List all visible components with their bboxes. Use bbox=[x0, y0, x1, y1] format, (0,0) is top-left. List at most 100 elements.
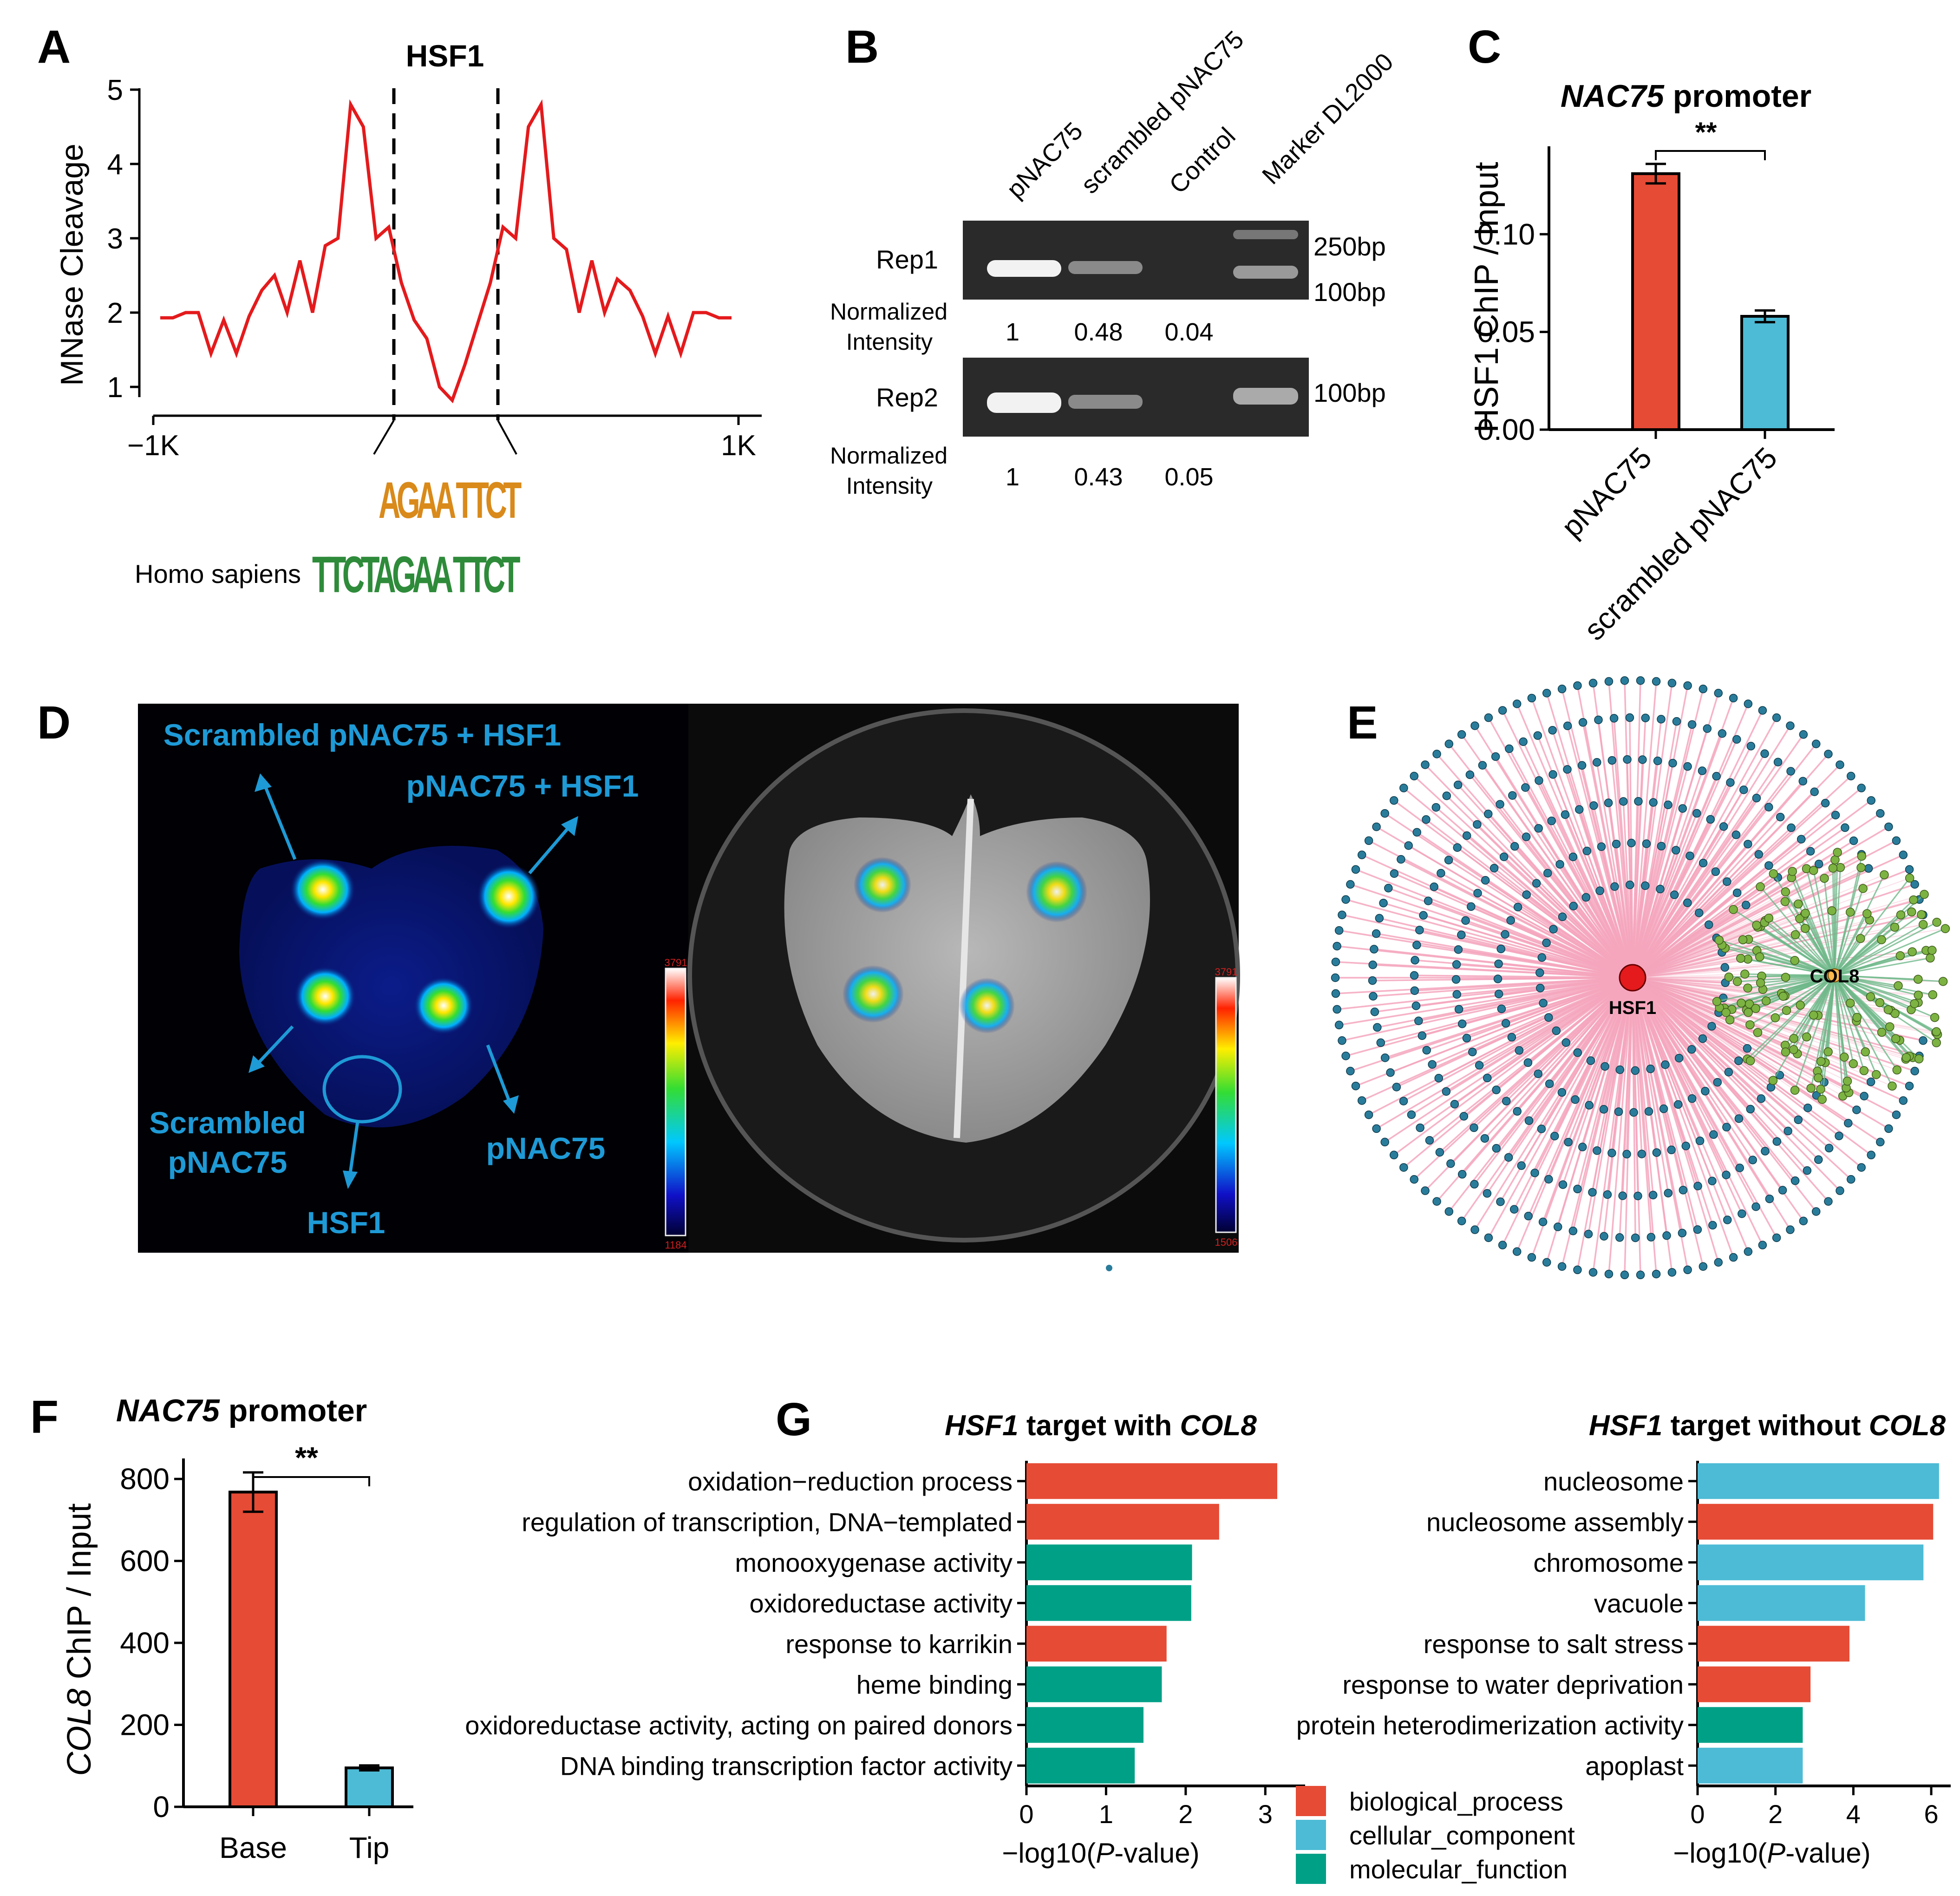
network-edge bbox=[1791, 871, 1836, 976]
network-edge bbox=[1632, 926, 1761, 978]
network-node bbox=[1905, 873, 1914, 883]
network-node bbox=[1555, 860, 1564, 869]
network-node bbox=[1920, 889, 1929, 899]
network-node bbox=[1751, 1004, 1760, 1013]
network-edge bbox=[1632, 977, 1654, 1196]
network-node bbox=[1431, 803, 1441, 812]
legend-label-mf: molecular_function bbox=[1349, 1855, 1568, 1884]
network-node bbox=[1631, 1233, 1640, 1242]
panel-a-ytick-label: 1 bbox=[107, 372, 123, 404]
network-node bbox=[1653, 756, 1662, 765]
network-node bbox=[1465, 770, 1475, 779]
panel-a-y-axis: 5 4 3 2 1 bbox=[107, 74, 141, 404]
network-node bbox=[1484, 713, 1493, 722]
network-node bbox=[1370, 945, 1379, 954]
right-title-mid: target without bbox=[1662, 1410, 1869, 1442]
network-node bbox=[1914, 974, 1923, 984]
panel-a-ytick-label: 2 bbox=[107, 297, 123, 329]
label-scrambled-line1: Scrambled bbox=[149, 1105, 306, 1140]
network-node bbox=[1422, 1046, 1431, 1055]
network-edge bbox=[1632, 977, 1849, 1093]
network-node bbox=[1558, 912, 1567, 922]
network-node bbox=[1686, 851, 1694, 860]
panel-f-ytick-label: 400 bbox=[120, 1626, 170, 1660]
panel-c-title: NAC75 promoter bbox=[1561, 78, 1811, 114]
network-edge bbox=[1834, 975, 1907, 1058]
network-edge bbox=[1526, 894, 1633, 979]
network-edge bbox=[1632, 894, 1925, 978]
network-edge bbox=[1632, 977, 1784, 997]
colorbar-right bbox=[1215, 977, 1237, 1233]
network-node bbox=[1492, 1144, 1501, 1153]
network-node bbox=[1754, 850, 1764, 859]
network-node bbox=[1331, 973, 1340, 982]
network-node bbox=[1741, 901, 1751, 909]
network-node bbox=[1372, 929, 1381, 938]
network-node bbox=[1833, 848, 1842, 857]
network-node bbox=[1928, 990, 1938, 1000]
network-node bbox=[1745, 1056, 1755, 1066]
label-hsf1: HSF1 bbox=[307, 1205, 385, 1240]
network-node bbox=[1522, 832, 1531, 841]
panel-d: D Scrambled pNAC75 + HSF1 pNAC75 + HSF1 … bbox=[37, 697, 1240, 1253]
network-node bbox=[1509, 1205, 1519, 1214]
network-node bbox=[1618, 1191, 1627, 1200]
network-node bbox=[1836, 863, 1845, 872]
network-node bbox=[1877, 935, 1886, 944]
network-edge bbox=[1632, 924, 1710, 979]
network-node bbox=[1814, 859, 1823, 869]
network-node bbox=[1553, 1223, 1562, 1231]
network-node bbox=[1484, 1233, 1493, 1242]
panel-a-xtick-label-right: 1K bbox=[721, 430, 756, 462]
network-node bbox=[1806, 1084, 1816, 1093]
network-node bbox=[1734, 1056, 1743, 1066]
network-node bbox=[1768, 1076, 1778, 1085]
network-node bbox=[1858, 884, 1868, 893]
network-node bbox=[1341, 895, 1350, 904]
network-edge bbox=[1632, 799, 1872, 979]
network-edge bbox=[1439, 977, 1633, 1153]
network-edge bbox=[1613, 718, 1633, 978]
network-node bbox=[1744, 700, 1753, 708]
network-node bbox=[1412, 941, 1421, 949]
network-edge bbox=[1632, 977, 1900, 1041]
network-edge bbox=[1393, 977, 1633, 1156]
network-node bbox=[1820, 874, 1829, 883]
network-node bbox=[1901, 1053, 1911, 1062]
network-node bbox=[1786, 721, 1795, 730]
network-edge bbox=[1632, 977, 1877, 1075]
network-node bbox=[1866, 992, 1875, 1001]
network-node bbox=[1847, 1175, 1855, 1184]
network-node bbox=[1771, 1013, 1780, 1023]
network-node bbox=[1758, 1241, 1767, 1249]
gel-band-rep1-marker-250 bbox=[1233, 230, 1298, 239]
network-edge bbox=[1632, 977, 1693, 1099]
network-node bbox=[1726, 778, 1735, 787]
panel-g-right-category-label: protein heterodimerization activity bbox=[1296, 1711, 1684, 1740]
network-node bbox=[1446, 1159, 1455, 1168]
network-node bbox=[1481, 876, 1490, 885]
network-node bbox=[1589, 801, 1598, 810]
network-node bbox=[1699, 858, 1708, 868]
network-edge bbox=[1632, 733, 1723, 978]
network-node bbox=[1794, 899, 1803, 909]
network-node bbox=[1814, 1155, 1823, 1164]
network-node bbox=[1919, 1036, 1927, 1045]
network-node bbox=[1470, 1123, 1478, 1132]
panel-f-bar bbox=[345, 1766, 394, 1809]
network-edge bbox=[1632, 977, 1750, 1005]
network-node bbox=[1670, 890, 1679, 899]
legend-swatch-bp bbox=[1296, 1786, 1326, 1816]
network-node bbox=[1466, 902, 1476, 911]
network-node bbox=[1652, 677, 1661, 686]
panel-c-bar bbox=[1740, 315, 1790, 431]
network-node bbox=[1599, 1105, 1608, 1114]
network-node bbox=[1723, 1216, 1732, 1224]
panel-label-a: A bbox=[37, 21, 71, 73]
network-edge bbox=[1553, 928, 1633, 979]
panel-a-motif-bracket-right bbox=[497, 420, 517, 455]
network-node bbox=[1497, 1004, 1506, 1013]
panel-c-ylabel: HSF1 ChIP / Input bbox=[1468, 162, 1505, 433]
gel-band-rep2-pnac75 bbox=[987, 392, 1061, 413]
network-edge bbox=[1632, 977, 1704, 1040]
